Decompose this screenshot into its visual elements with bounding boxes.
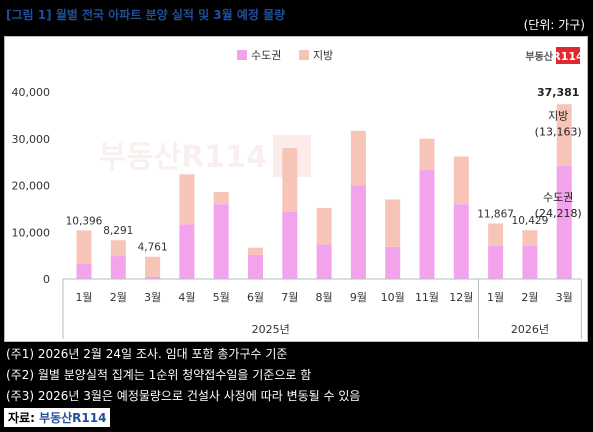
brand-logo: 부동산 R114 — [525, 47, 584, 64]
bar-segment — [110, 256, 126, 279]
watermark-text: 부동산R114 — [98, 140, 267, 175]
x-tick-label: 10월 — [381, 291, 405, 304]
data-label: 10,429 — [512, 215, 549, 227]
bar-segment — [145, 276, 161, 279]
source-name: 부동산R114 — [39, 411, 107, 425]
bar-segment — [419, 170, 435, 279]
bar-segment — [145, 256, 161, 277]
bar-segment — [453, 156, 469, 205]
bar-segment — [282, 211, 298, 279]
bar-segment — [179, 224, 195, 279]
legend-label: 지방 — [313, 49, 333, 62]
x-tick-label: 9월 — [350, 291, 367, 304]
bar-segment — [316, 244, 332, 279]
bar-segment — [179, 174, 195, 225]
y-tick-label: 0 — [43, 273, 50, 286]
x-tick-label: 3월 — [144, 291, 161, 304]
group-label: 2025년 — [252, 323, 290, 336]
legend-swatch — [237, 50, 247, 60]
x-tick-label: 1월 — [75, 291, 92, 304]
x-tick-label: 4월 — [178, 291, 195, 304]
bar-segment — [248, 247, 263, 255]
bar-segment — [419, 138, 435, 171]
source-label: 자료: — [8, 411, 40, 425]
x-tick-label: 12월 — [449, 291, 473, 304]
bar-segment — [213, 192, 229, 205]
footnote-1: (주1) 2026년 2월 24일 조사. 임대 포함 총가구수 기준 — [6, 347, 288, 361]
bar-segment — [522, 245, 538, 279]
data-label: 4,761 — [138, 242, 168, 254]
series-annotation-name: 지방 — [548, 110, 568, 123]
total-label: 37,381 — [537, 86, 579, 99]
source: 자료: 부동산R114 — [4, 408, 111, 427]
bar-segment — [213, 204, 229, 279]
unit-label: (단위: 가구) — [523, 18, 585, 32]
data-label: 11,867 — [477, 209, 514, 221]
bars — [76, 104, 572, 279]
bar-segment — [350, 185, 366, 279]
x-tick-label: 2월 — [110, 291, 127, 304]
y-tick-label: 10,000 — [12, 226, 51, 239]
bar-segment — [282, 148, 298, 212]
x-tick-label: 11월 — [415, 291, 439, 304]
x-tick-label: 5월 — [213, 291, 230, 304]
x-axis: 1월 2월 3월 4월 5월 6월 7월 8월 9월 10월 11월 12월 1월 2월 3월 2025년 20… — [62, 278, 582, 339]
bar-segment — [385, 246, 401, 279]
brand-logo-mark: R114 — [552, 50, 584, 63]
brand-watermark: 부동산R114 — [98, 135, 311, 177]
y-tick-label: 30,000 — [12, 133, 51, 146]
y-tick-label: 20,000 — [12, 180, 51, 193]
series-annotation-value: (24,218) — [535, 207, 582, 220]
bar-segment — [488, 245, 504, 279]
chart-panel: 부동산R114 수도권 지방 부동산 R114 0 10,000 20,000 30,0… — [4, 36, 588, 342]
bar-segment — [453, 204, 469, 279]
brand-logo-box — [556, 47, 580, 64]
x-tick-label: 8월 — [316, 291, 333, 304]
bar-segment — [350, 130, 366, 186]
bar-segment — [385, 199, 401, 247]
series-annotation-value: (13,163) — [535, 126, 582, 139]
group-label: 2026년 — [511, 323, 549, 336]
legend-label: 수도권 — [251, 49, 281, 62]
series-annotation-name: 수도권 — [543, 191, 573, 204]
bar-segment — [248, 254, 263, 279]
data-label: 8,291 — [103, 225, 133, 237]
bar-segment — [488, 223, 504, 246]
x-tick-label: 1월 — [487, 291, 504, 304]
footnote-3: (주3) 2026년 3월은 예정물량으로 건설사 사정에 따라 변동될 수 있… — [6, 389, 361, 403]
x-tick-label: 6월 — [247, 291, 264, 304]
chart-title: [그림 1] 월별 전국 아파트 분양 실적 및 3월 예정 물량 — [6, 8, 286, 22]
legend-swatch — [299, 50, 309, 60]
y-tick-label: 40,000 — [12, 86, 51, 99]
bar-segment — [556, 104, 572, 166]
bar-chart: 부동산R114 수도권 지방 부동산 R114 010,00020,00030,0… — [12, 47, 584, 339]
bar-segment — [76, 230, 92, 264]
legend: 수도권 지방 — [237, 49, 333, 62]
x-tick-label: 2월 — [521, 291, 538, 304]
bar-segment — [76, 263, 92, 279]
x-tick-label: 3월 — [556, 291, 573, 304]
bar-segment — [556, 165, 572, 279]
footnote-2: (주2) 월별 분양실적 집계는 1순위 청약접수일을 기준으로 함 — [6, 368, 312, 382]
brand-logo-text: 부동산 — [525, 50, 553, 63]
data-label: 10,396 — [66, 215, 103, 227]
y-axis: 0 10,000 20,000 30,000 40,000 — [12, 86, 51, 286]
footnotes: (주1) 2026년 2월 24일 조사. 임대 포함 총가구수 기준 (주2)… — [6, 344, 360, 407]
bar-segment — [110, 240, 126, 257]
x-tick-label: 7월 — [281, 291, 298, 304]
bar-segment — [316, 207, 332, 245]
bar-segment — [522, 230, 538, 246]
